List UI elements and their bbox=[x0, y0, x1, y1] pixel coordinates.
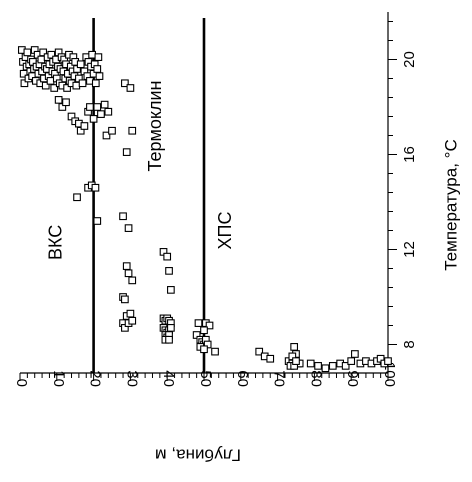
region-label: Термоклин bbox=[145, 81, 165, 172]
data-point bbox=[200, 345, 208, 354]
data-point bbox=[194, 319, 203, 327]
data-point bbox=[80, 122, 89, 130]
data-point bbox=[100, 100, 109, 109]
data-point bbox=[102, 131, 111, 140]
data-point bbox=[73, 193, 81, 202]
x-tick-label: 80 bbox=[307, 370, 324, 387]
data-point bbox=[124, 224, 133, 232]
data-point bbox=[314, 362, 322, 370]
data-point bbox=[95, 72, 104, 80]
data-point bbox=[200, 326, 208, 335]
data-point bbox=[39, 48, 48, 57]
data-point bbox=[167, 324, 175, 332]
data-point bbox=[126, 309, 135, 318]
x-tick-label: 60 bbox=[234, 370, 251, 387]
data-point bbox=[126, 84, 135, 92]
data-point bbox=[119, 212, 127, 221]
data-point bbox=[91, 79, 100, 88]
ticks bbox=[19, 21, 397, 381]
data-point bbox=[351, 350, 359, 358]
data-point bbox=[89, 115, 98, 123]
data-point bbox=[128, 276, 137, 285]
data-point bbox=[384, 357, 392, 365]
data-point bbox=[255, 347, 264, 356]
data-point bbox=[266, 354, 275, 363]
data-point bbox=[328, 362, 337, 370]
x-tick-label: 10 bbox=[50, 370, 67, 387]
data-point bbox=[91, 183, 100, 192]
data-point bbox=[97, 110, 105, 118]
data-point bbox=[321, 364, 330, 373]
data-point bbox=[62, 98, 70, 107]
data-point bbox=[93, 103, 102, 111]
data-point bbox=[94, 53, 103, 61]
data-point bbox=[122, 148, 131, 156]
tick-labels: 0 10 20 30 40 50 60 70 80 90 100 8 12 16 20 bbox=[13, 51, 418, 387]
data-point bbox=[78, 79, 87, 88]
data-point bbox=[76, 60, 85, 69]
data-point bbox=[163, 252, 172, 261]
data-point bbox=[50, 84, 59, 92]
data-point bbox=[341, 362, 350, 370]
data-point bbox=[72, 81, 81, 90]
data-point bbox=[41, 81, 50, 90]
data-point bbox=[122, 262, 131, 270]
x-tick-label: 90 bbox=[344, 370, 361, 387]
data-point bbox=[23, 48, 32, 57]
y-tick-label: 8 bbox=[401, 340, 418, 348]
y-axis-title: Температура, °C bbox=[441, 139, 460, 270]
data-point bbox=[46, 77, 55, 85]
data-point bbox=[290, 343, 299, 351]
x-tick-label: 20 bbox=[87, 370, 104, 387]
y-tick-label: 12 bbox=[401, 241, 418, 258]
data-point bbox=[104, 107, 113, 116]
data-point bbox=[124, 269, 133, 278]
data-point bbox=[121, 295, 129, 304]
data-point bbox=[54, 96, 63, 104]
y-tick-label: 20 bbox=[401, 51, 418, 68]
data-point bbox=[128, 126, 137, 135]
region-boundary-lines bbox=[92, 18, 206, 373]
y-tick-label: 16 bbox=[401, 146, 418, 163]
x-tick-label: 0 bbox=[13, 379, 30, 387]
data-point bbox=[108, 126, 116, 135]
data-point bbox=[167, 286, 175, 294]
region-label: ВКС bbox=[46, 225, 66, 260]
data-point bbox=[88, 50, 96, 59]
data-point bbox=[205, 321, 214, 330]
data-point bbox=[86, 103, 94, 111]
region-label: ХПС bbox=[215, 212, 235, 250]
data-point bbox=[20, 79, 29, 88]
data-point bbox=[93, 217, 102, 225]
data-point bbox=[128, 316, 137, 325]
region-labels: ВКС Термоклин ХПС bbox=[46, 81, 235, 261]
x-tick-label: 40 bbox=[160, 370, 177, 387]
x-axis-title: Глубина, м bbox=[155, 446, 241, 465]
x-tick-label: 30 bbox=[123, 370, 140, 387]
data-point bbox=[292, 357, 300, 365]
data-point bbox=[121, 79, 129, 88]
data-point bbox=[93, 65, 102, 73]
data-point bbox=[165, 335, 173, 344]
data-points bbox=[17, 46, 392, 373]
data-point bbox=[165, 267, 173, 275]
data-point bbox=[306, 359, 315, 368]
x-tick-label: 70 bbox=[271, 370, 288, 387]
data-point bbox=[211, 347, 219, 356]
data-point bbox=[347, 357, 356, 365]
x-tick-label: 100 bbox=[381, 362, 398, 387]
x-tick-label: 50 bbox=[197, 370, 214, 387]
data-point bbox=[37, 55, 46, 64]
